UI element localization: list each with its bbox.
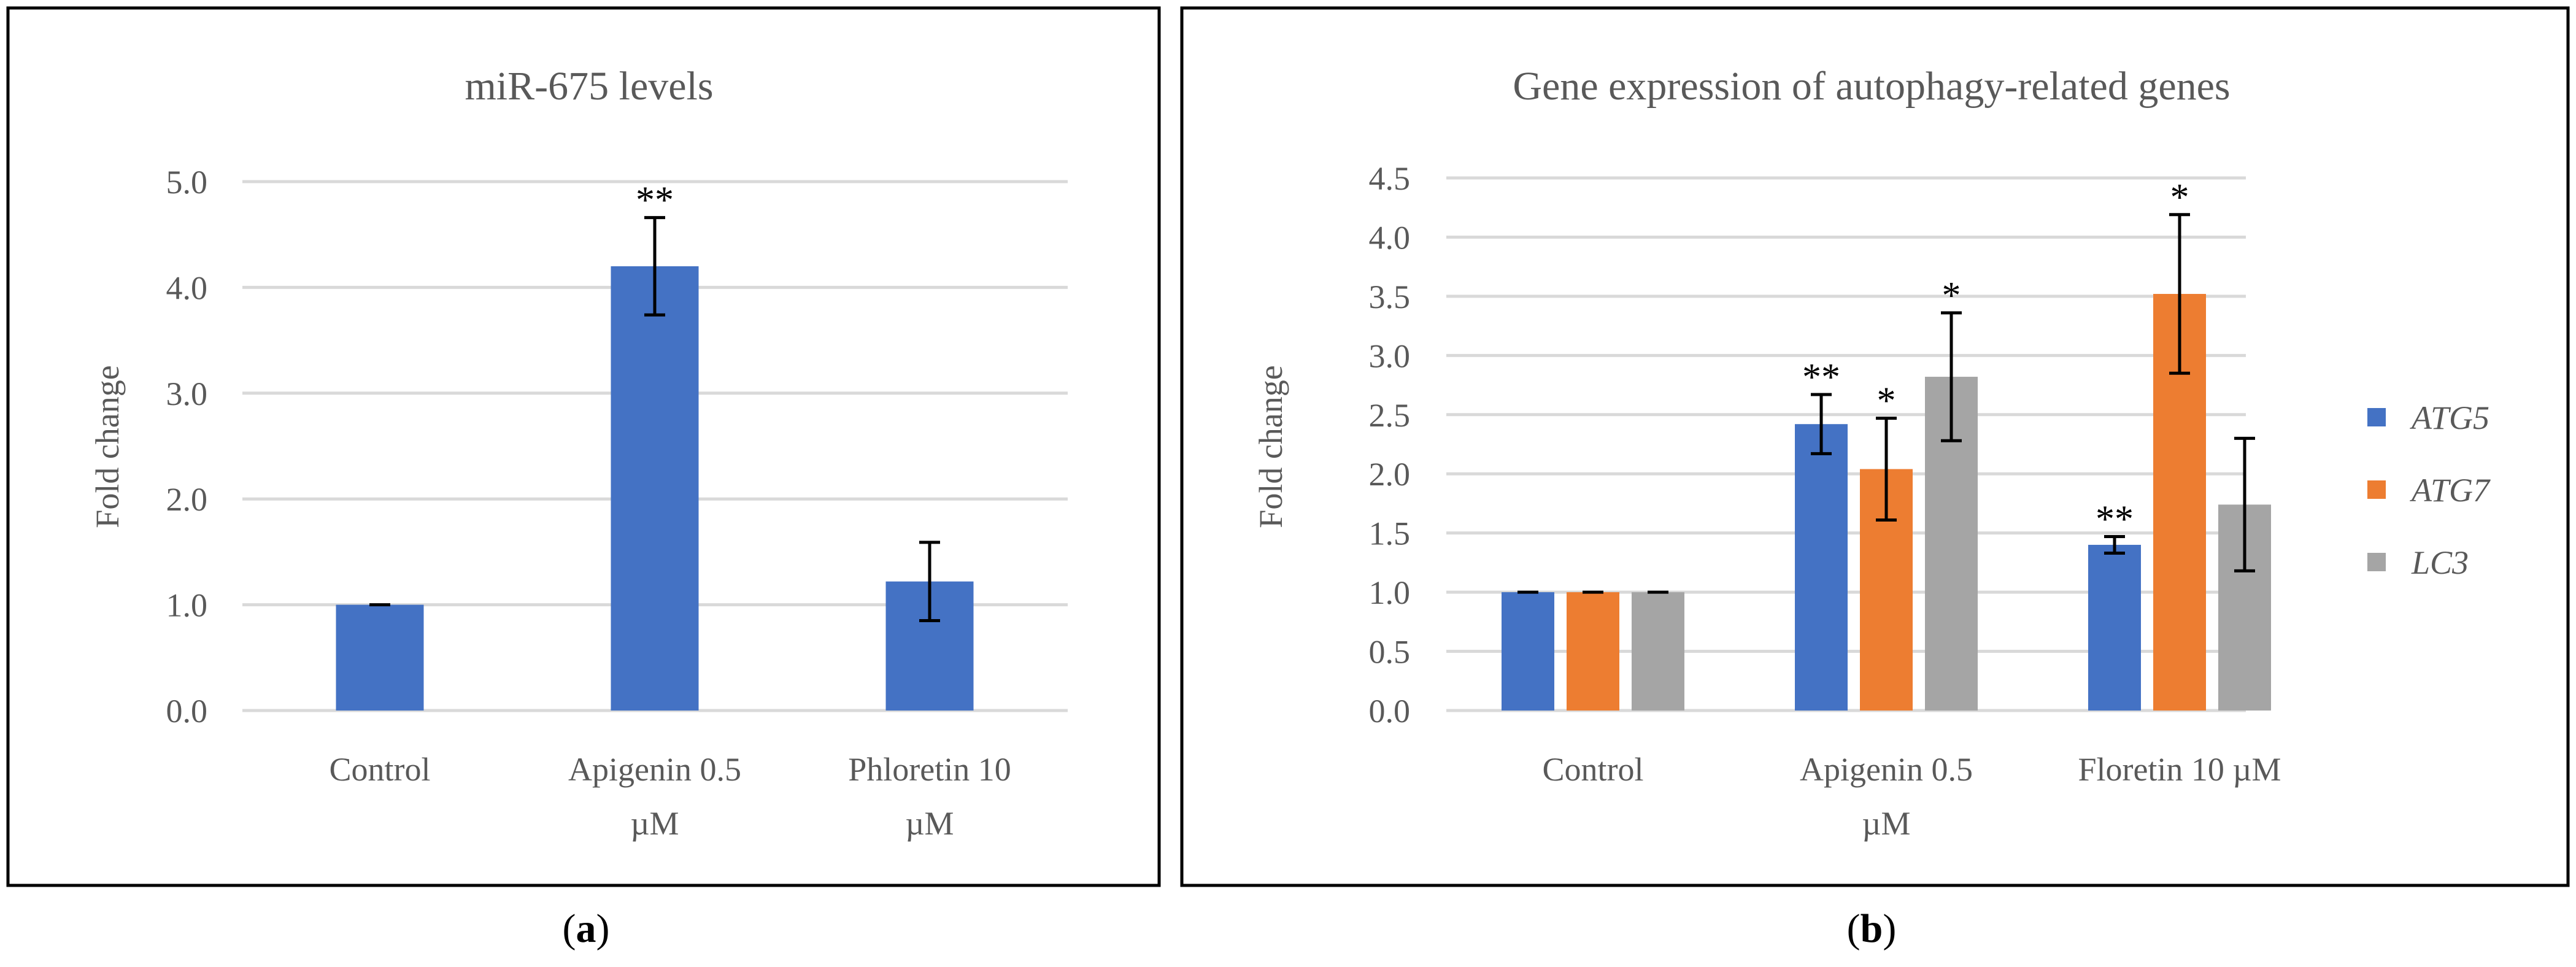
y-tick-label: 4.0 <box>1369 219 1411 256</box>
significance-label: ** <box>636 180 674 222</box>
chart-a-error-bars <box>369 216 940 622</box>
y-tick-label: 2.0 <box>1369 456 1411 493</box>
panel-a-frame <box>6 6 1161 887</box>
legend-swatch <box>2367 480 2386 499</box>
chart-b-legend: ATG5 ATG7 LC3 <box>2367 399 2491 581</box>
x-tick-label: Apigenin 0.5 µM <box>1800 751 1973 842</box>
panel-a-label: (a) <box>563 906 610 951</box>
legend-label: ATG5 <box>2410 399 2489 436</box>
y-tick-label: 1.0 <box>1369 574 1411 611</box>
y-tick-label: 5.0 <box>166 164 208 201</box>
y-tick-label: 0.0 <box>166 693 208 730</box>
significance-label: * <box>2170 177 2189 218</box>
y-tick-label: 1.5 <box>1369 515 1411 552</box>
y-tick-label: 2.0 <box>166 481 208 518</box>
bar-mir-675 <box>611 266 699 711</box>
y-tick-label: 2.5 <box>1369 397 1411 434</box>
bar-lc3 <box>1632 592 1684 711</box>
chart-b-error-bars <box>1517 213 2255 594</box>
bar-atg5 <box>2088 544 2141 711</box>
y-tick-label: 0.5 <box>1369 634 1411 671</box>
chart-a-x-tick-labels: Control Apigenin 0.5 µM Phloretin 10 µM <box>329 751 1011 842</box>
chart-a-significance-labels: ** <box>636 180 674 222</box>
bar-atg5 <box>1795 424 1848 711</box>
legend-label: ATG7 <box>2410 472 2491 509</box>
y-tick-label: 4.5 <box>1369 160 1411 197</box>
y-tick-label: 1.0 <box>166 587 208 624</box>
significance-label: * <box>1942 275 1961 317</box>
chart-a-title: miR-675 levels <box>465 64 713 109</box>
panel-b-label: (b) <box>1847 906 1897 951</box>
x-tick-label: Floretin 10 µM <box>2078 751 2281 788</box>
x-tick-label: Control <box>329 751 430 788</box>
y-tick-label: 4.0 <box>166 269 208 306</box>
panel-b-frame <box>1180 6 2570 887</box>
y-tick-label: 3.0 <box>166 376 208 412</box>
bar-atg5 <box>1502 592 1554 711</box>
legend-swatch <box>2367 408 2386 426</box>
y-tick-label: 3.5 <box>1369 279 1411 315</box>
chart-a-y-axis-label: Fold change <box>89 365 126 528</box>
chart-a-bars <box>336 266 974 711</box>
chart-b-title: Gene expression of autophagy-related gen… <box>1513 64 2230 109</box>
chart-b-x-tick-labels: Control Apigenin 0.5 µM Floretin 10 µM <box>1542 751 2281 842</box>
y-tick-label: 0.0 <box>1369 693 1411 730</box>
y-tick-label: 3.0 <box>1369 337 1411 374</box>
significance-label: * <box>1877 380 1896 422</box>
chart-b-y-axis-label: Fold change <box>1252 365 1289 528</box>
x-tick-label: Apigenin 0.5 µM <box>568 751 741 842</box>
chart-b-bars <box>1502 294 2271 711</box>
panel-b-chart: Gene expression of autophagy-related gen… <box>1180 6 2570 887</box>
x-tick-label: Phloretin 10 µM <box>848 751 1011 842</box>
panel-a-chart: miR-675 levels 0.0 1.0 2.0 3.0 4.0 5.0 ** Con… <box>6 6 1161 887</box>
x-tick-label: Control <box>1542 751 1643 788</box>
significance-label: ** <box>2096 498 2134 540</box>
chart-b-significance-labels: ******* <box>1802 177 2189 541</box>
legend-swatch <box>2367 553 2386 571</box>
bar-atg7 <box>1567 592 1619 711</box>
significance-label: ** <box>1802 356 1840 398</box>
chart-a-y-tick-labels: 0.0 1.0 2.0 3.0 4.0 5.0 <box>166 164 208 730</box>
bar-mir-675 <box>336 604 424 711</box>
chart-b-y-tick-labels: 0.0 0.5 1.0 1.5 2.0 2.5 3.0 3.5 4.0 4.5 <box>1369 160 1411 730</box>
legend-label: LC3 <box>2411 544 2469 581</box>
